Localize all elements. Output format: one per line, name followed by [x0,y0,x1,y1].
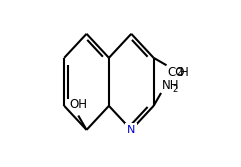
Text: 2: 2 [172,85,178,94]
Text: 2: 2 [177,68,182,77]
Text: N: N [127,125,135,135]
Text: H: H [180,66,189,79]
Text: CO: CO [167,66,185,79]
Text: OH: OH [69,98,87,111]
Text: NH: NH [162,79,179,92]
